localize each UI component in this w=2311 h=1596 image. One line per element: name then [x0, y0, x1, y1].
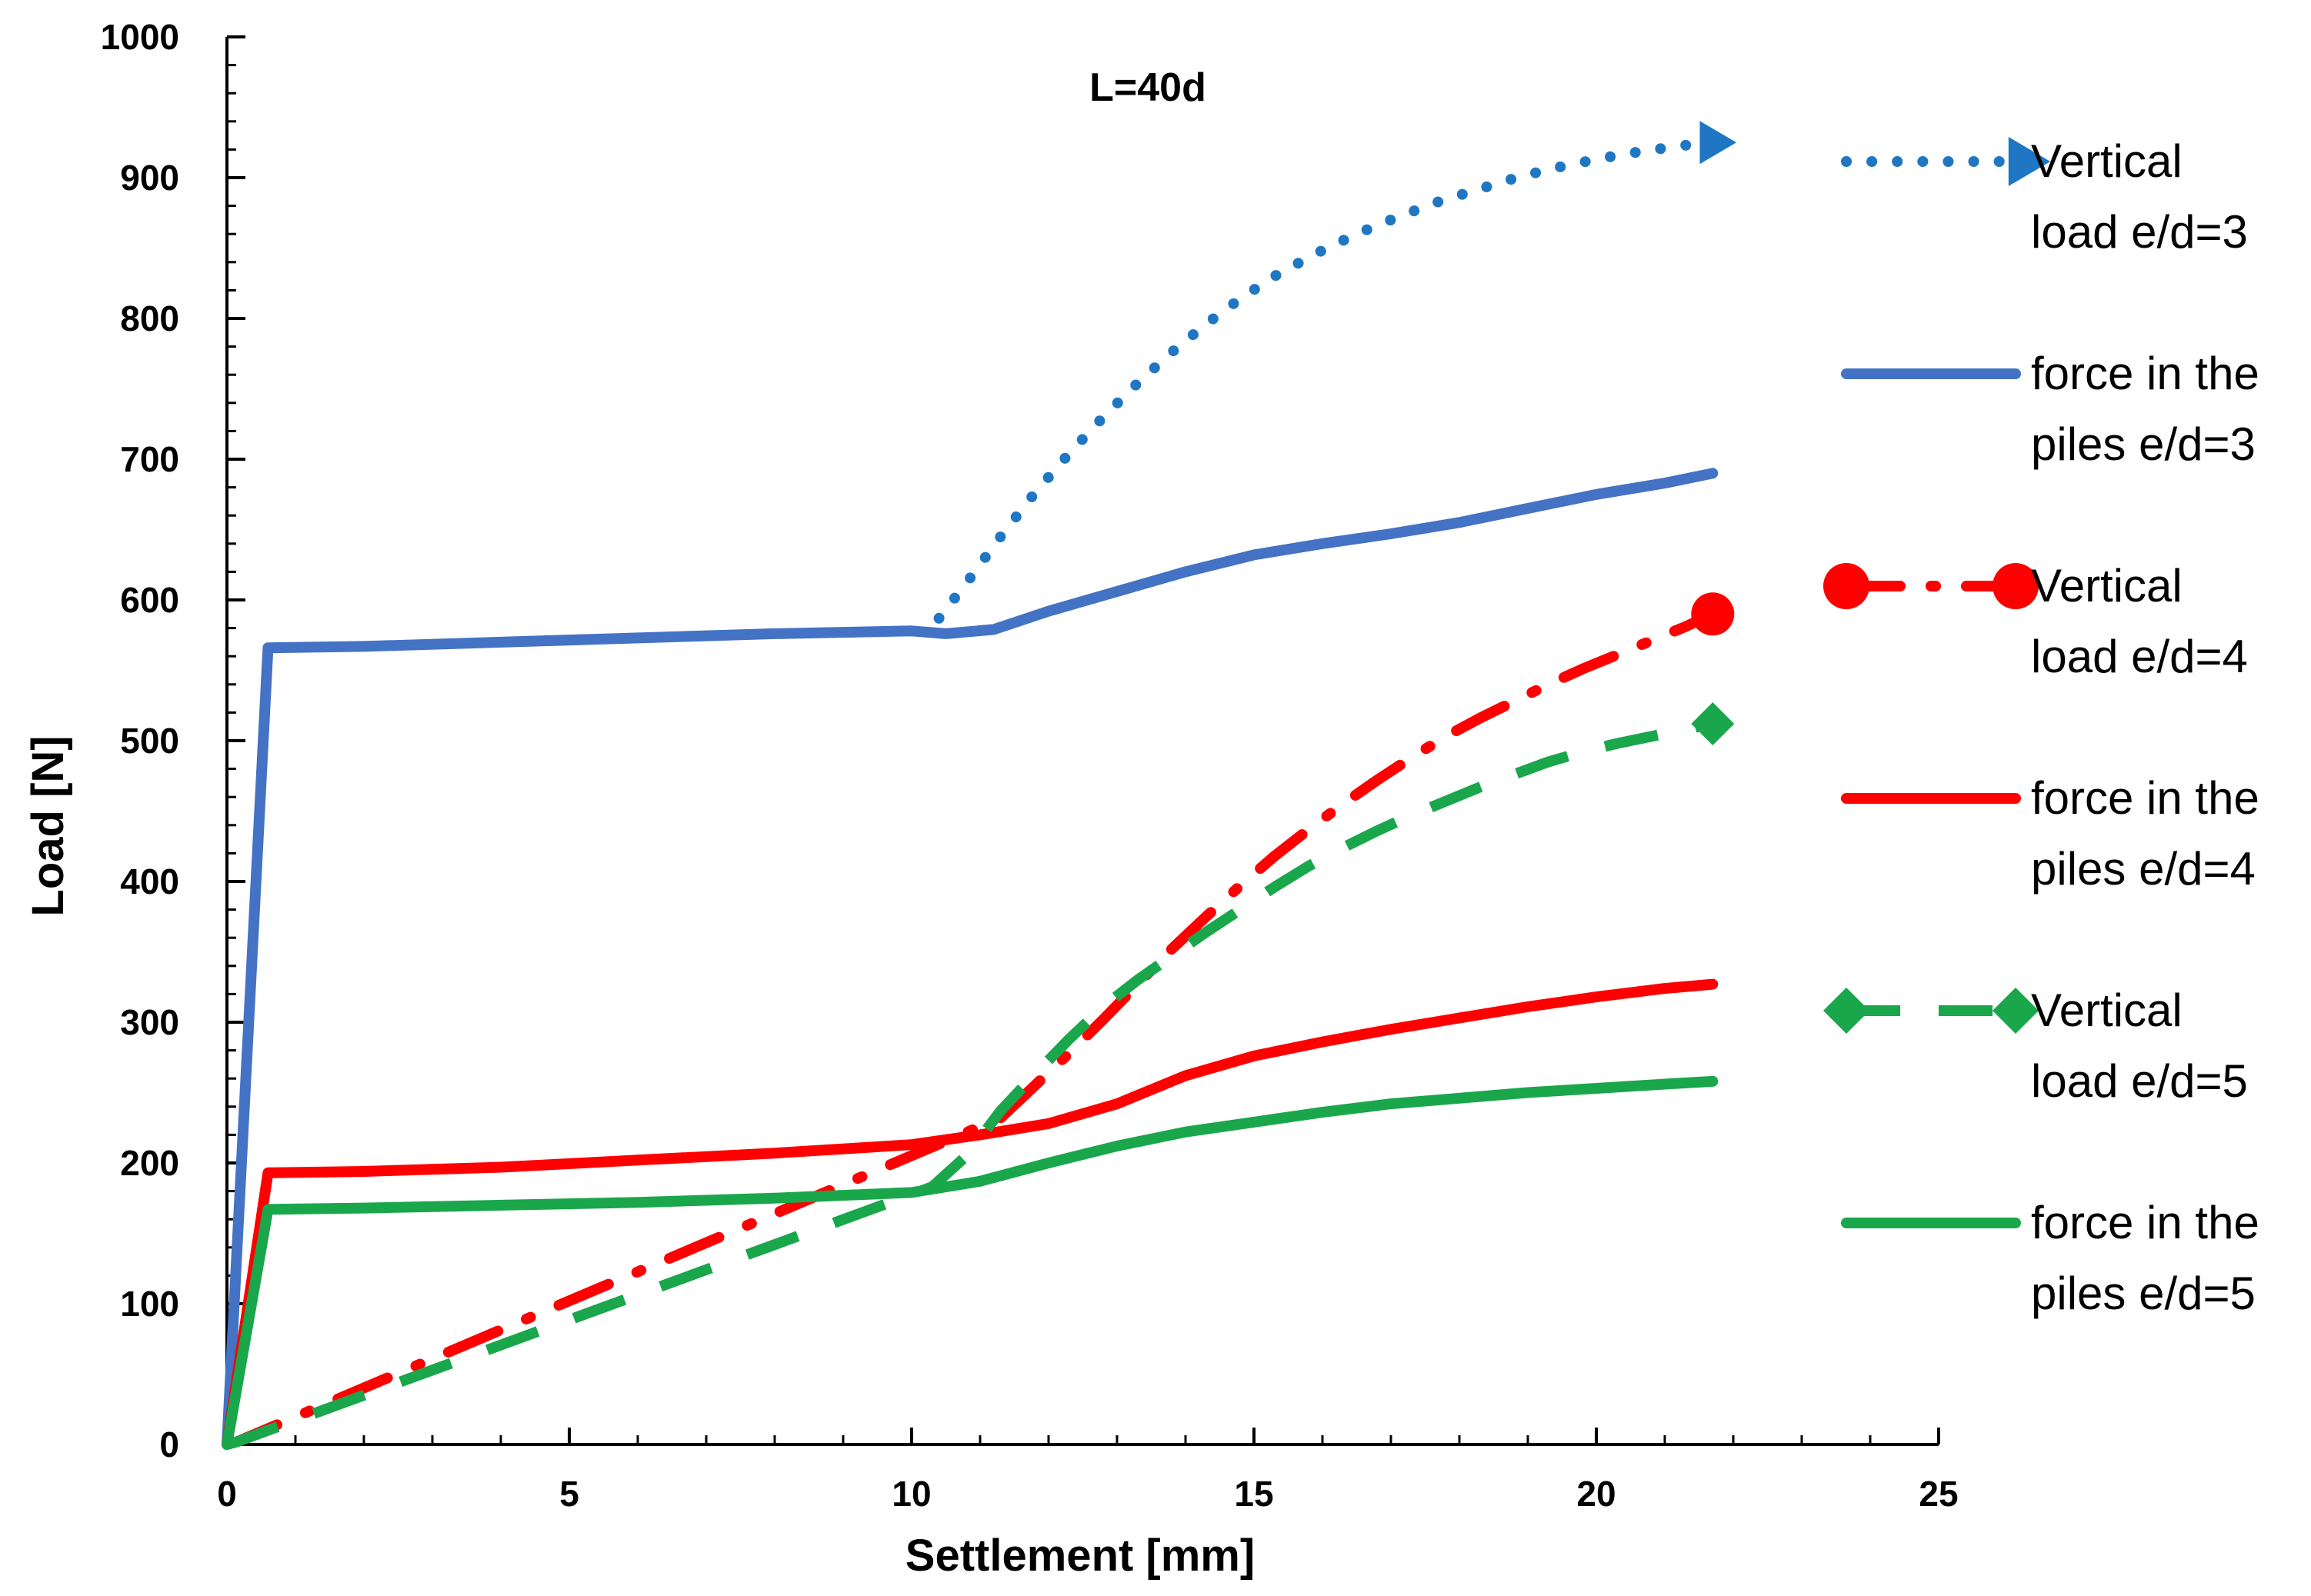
- legend-marker: [1993, 563, 2039, 609]
- series-end-marker: [1691, 592, 1735, 636]
- series-3: [222, 592, 1735, 1450]
- legend-label: force in the: [2031, 772, 2259, 824]
- legend-label: Vertical: [2031, 135, 2183, 187]
- legend-item-4: force in the piles e/d=4: [1841, 772, 2259, 895]
- series-5: [225, 702, 1735, 1450]
- y-tick-label: 1000: [101, 17, 179, 57]
- y-tick-label: 500: [120, 721, 179, 761]
- x-tick-label: 20: [1576, 1474, 1616, 1514]
- legend-marker: [1823, 988, 1869, 1034]
- x-tick-label: 10: [892, 1474, 931, 1514]
- chart-title: L=40d: [1089, 65, 1206, 110]
- series-line: [222, 468, 1719, 1450]
- legend-label: piles e/d=3: [2031, 418, 2256, 470]
- series-end-marker: [1691, 702, 1735, 746]
- legend-marker: [1823, 563, 1869, 609]
- x-tick-label: 15: [1234, 1474, 1273, 1514]
- y-tick-label: 300: [120, 1002, 179, 1042]
- axes: 0 100 200 300 400 500 600 700 800 900 1000 0 5 10 15 20…: [101, 17, 1959, 1514]
- series-end-marker: [1699, 121, 1737, 165]
- y-tick-label: 700: [120, 439, 179, 479]
- y-tick-label: 900: [120, 158, 179, 198]
- y-tick-label: 200: [120, 1143, 179, 1183]
- y-tick-label: 0: [159, 1424, 179, 1464]
- y-tick-label: 800: [120, 298, 179, 338]
- x-axis-title: Settlement [mm]: [905, 1531, 1255, 1581]
- series-layer: [222, 121, 1737, 1450]
- legend-item-1: Vertical load e/d=3: [1841, 135, 2248, 258]
- legend-marker: [2008, 137, 2051, 186]
- legend-item-2: force in the piles e/d=3: [1841, 348, 2259, 470]
- y-tick-label: 600: [120, 580, 179, 620]
- x-tick-label: 0: [217, 1474, 237, 1514]
- y-axis-title: Load [N]: [23, 735, 73, 916]
- legend: Vertical load e/d=3 force in the piles e/d=…: [1823, 135, 2259, 1319]
- series-line: [222, 1075, 1719, 1450]
- legend-label: Vertical: [2031, 985, 2183, 1036]
- series-1: [933, 121, 1737, 624]
- y-tick-label: 100: [120, 1284, 179, 1324]
- legend-label: load e/d=5: [2031, 1055, 2248, 1107]
- legend-label: force in the: [2031, 348, 2259, 399]
- legend-label: load e/d=4: [2031, 631, 2248, 682]
- x-tick-label: 25: [1919, 1474, 1958, 1514]
- legend-marker: [1993, 988, 2039, 1034]
- legend-label: Vertical: [2031, 560, 2183, 611]
- series-6: [222, 1075, 1719, 1450]
- legend-label: force in the: [2031, 1197, 2259, 1248]
- legend-item-6: force in the piles e/d=5: [1841, 1197, 2259, 1319]
- series-line: [222, 978, 1719, 1450]
- legend-label: piles e/d=5: [2031, 1268, 2256, 1319]
- series-line: [222, 608, 1719, 1450]
- series-4: [222, 978, 1719, 1450]
- series-2: [222, 468, 1719, 1450]
- legend-item-5: Vertical load e/d=5: [1823, 985, 2248, 1107]
- legend-item-3: Vertical load e/d=4: [1823, 560, 2248, 682]
- legend-label: piles e/d=4: [2031, 843, 2256, 895]
- series-line: [933, 137, 1719, 624]
- legend-label: load e/d=3: [2031, 206, 2248, 258]
- series-line: [225, 718, 1714, 1450]
- x-tick-label: 5: [559, 1474, 579, 1514]
- y-tick-label: 400: [120, 861, 179, 901]
